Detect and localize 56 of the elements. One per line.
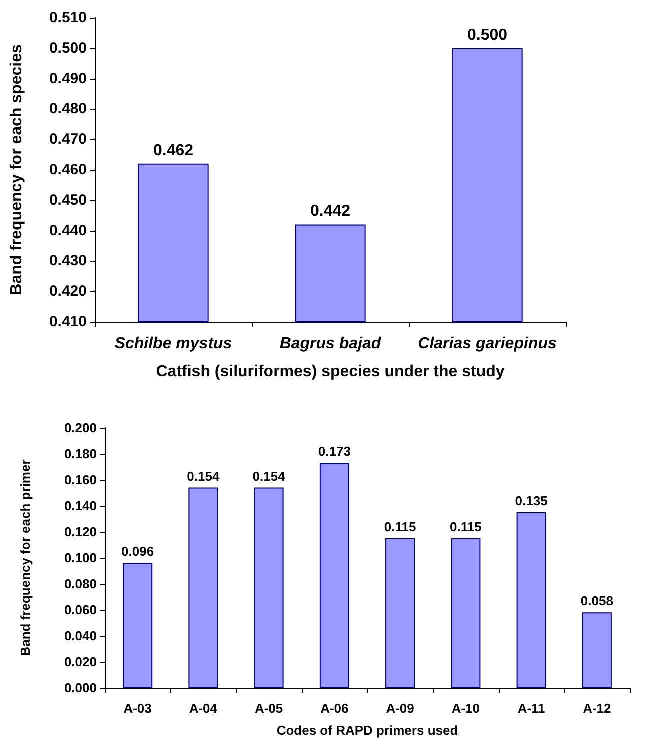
data-label: 0.135 bbox=[515, 494, 548, 508]
x-axis-title: Catfish (siluriformes) species under the study bbox=[156, 364, 505, 380]
y-tick-label: 0.000 bbox=[64, 680, 97, 696]
data-label: 0.462 bbox=[153, 142, 194, 160]
bar bbox=[320, 463, 350, 688]
y-tick-label: 0.140 bbox=[64, 498, 97, 514]
x-tick-label: Clarias gariepinus bbox=[418, 336, 557, 352]
x-tick-label: Bagrus bajad bbox=[280, 336, 382, 352]
x-tick-label: A-12 bbox=[583, 701, 612, 716]
y-tick-label: 0.060 bbox=[64, 602, 97, 618]
bar bbox=[582, 612, 612, 688]
bar bbox=[516, 512, 546, 688]
y-tick-label: 0.450 bbox=[49, 192, 87, 209]
x-tick-label: A-05 bbox=[254, 701, 284, 716]
x-tick-label: A-10 bbox=[452, 701, 480, 716]
x-tick-label: A-11 bbox=[518, 701, 546, 716]
data-label: 0.058 bbox=[580, 594, 614, 609]
y-tick-label: 0.420 bbox=[49, 283, 87, 300]
y-tick-label: 0.470 bbox=[49, 131, 87, 148]
y-tick-label: 0.460 bbox=[49, 162, 87, 178]
y-tick-label: 0.500 bbox=[49, 40, 87, 57]
y-tick-label: 0.490 bbox=[49, 70, 87, 88]
y-tick-label: 0.440 bbox=[49, 222, 87, 240]
y-tick-label: 0.120 bbox=[64, 524, 97, 540]
data-label: 0.154 bbox=[187, 468, 220, 484]
x-tick-label: A-04 bbox=[189, 701, 218, 716]
y-tick-label: 0.100 bbox=[64, 550, 97, 566]
x-tick-label: Schilbe mystus bbox=[114, 336, 232, 352]
data-label: 0.154 bbox=[252, 468, 286, 484]
y-tick-label: 0.020 bbox=[64, 654, 97, 670]
y-tick-label: 0.180 bbox=[64, 446, 97, 462]
y-tick-label: 0.410 bbox=[49, 314, 87, 330]
y-tick-label: 0.430 bbox=[49, 252, 87, 270]
bar bbox=[451, 538, 481, 688]
y-tick-label: 0.080 bbox=[64, 576, 97, 592]
data-label: 0.115 bbox=[450, 520, 482, 534]
y-tick-label: 0.200 bbox=[64, 420, 97, 436]
data-label: 0.173 bbox=[318, 444, 351, 460]
data-label: 0.442 bbox=[310, 203, 351, 220]
x-tick-label: A-09 bbox=[386, 701, 414, 716]
data-label: 0.500 bbox=[467, 26, 508, 44]
bar bbox=[188, 488, 218, 688]
bar bbox=[386, 538, 416, 688]
y-tick-label: 0.040 bbox=[64, 628, 97, 644]
y-axis-title: Band frequency for each primer bbox=[18, 460, 33, 656]
x-axis-title: Codes of RAPD primers used bbox=[276, 723, 458, 738]
bar bbox=[254, 488, 284, 688]
bar bbox=[123, 563, 153, 688]
y-tick-label: 0.510 bbox=[49, 10, 87, 26]
y-tick-label: 0.480 bbox=[49, 100, 87, 118]
x-tick-label: A-06 bbox=[320, 701, 349, 716]
data-label: 0.115 bbox=[384, 520, 416, 534]
data-label: 0.096 bbox=[122, 544, 154, 560]
y-tick-label: 0.160 bbox=[64, 472, 97, 488]
x-tick-label: A-03 bbox=[124, 701, 152, 716]
y-axis-title: Band frequency for each species bbox=[8, 44, 26, 296]
